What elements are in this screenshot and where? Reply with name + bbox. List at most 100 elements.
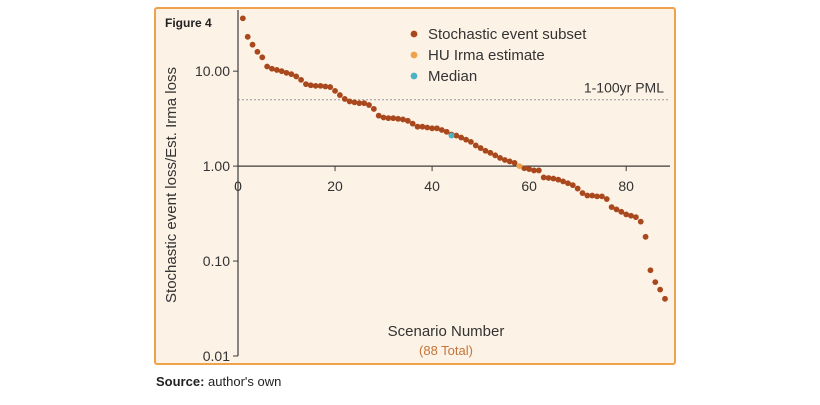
stochastic-event-point [424,124,431,131]
stochastic-event-point [501,157,508,163]
stochastic-event-point [429,125,435,132]
stochastic-event-point [468,138,474,145]
stochastic-event-point [647,267,654,274]
stochastic-event-point [239,15,246,22]
stochastic-event-point [632,214,639,221]
stochastic-event-point [244,33,251,40]
legend-marker [410,72,418,80]
stochastic-event-point [652,279,659,286]
stochastic-event-point [521,165,528,172]
stochastic-event-point [569,182,576,189]
stochastic-event-point [511,160,518,166]
stochastic-event-point [599,193,605,200]
stochastic-event-point [443,128,450,135]
source-text: author's own [208,374,282,389]
y-tick-label: 0.01 [203,348,230,364]
x-tick-label: 40 [424,178,440,194]
stochastic-event-point [312,82,319,89]
stochastic-event-point [390,115,397,122]
stochastic-event-point [506,158,513,165]
stochastic-event-point [628,212,634,219]
stochastic-event-point [497,155,503,161]
stochastic-event-point [526,166,533,173]
stochastic-event-point [545,175,552,181]
stochastic-event-point [477,145,484,151]
stochastic-event-point [535,167,542,174]
stochastic-event-point [259,54,266,61]
stochastic-event-point [254,48,261,55]
stochastic-event-point [637,218,644,225]
stochastic-event-point [482,147,489,154]
stochastic-event-point [472,142,479,149]
stochastic-event-point [332,87,338,94]
x-tick-label: 0 [234,178,242,194]
stochastic-event-point [303,81,309,88]
stochastic-event-point [589,192,596,199]
legend-label: Stochastic event subset [428,26,587,43]
stochastic-event-point [278,68,285,75]
x-tick-label: 60 [521,178,537,194]
y-axis-label: Stochastic event loss/Est. Irma loss [163,67,180,303]
legend-label: Median [428,68,477,85]
stochastic-event-point [434,125,440,132]
stochastic-event-point [288,71,295,78]
stochastic-event-point [618,208,625,215]
stochastic-event-point [453,132,460,139]
stochastic-event-point [380,114,387,121]
stochastic-event-point [395,115,402,122]
stochastic-event-point [584,192,591,199]
stochastic-event-point [327,84,334,90]
y-tick-label: 0.10 [203,253,230,269]
stochastic-event-point [298,76,304,83]
legend-label: HU Irma estimate [428,47,545,64]
stochastic-event-point [370,106,377,112]
stochastic-event-point [458,134,465,141]
legend-marker [410,51,418,59]
stochastic-event-point [307,82,314,89]
stochastic-event-point [419,123,426,130]
stochastic-event-point [642,233,649,240]
stochastic-event-point [579,190,586,196]
stochastic-event-point [356,100,363,107]
stochastic-event-point [623,211,630,218]
stochastic-event-point [550,175,557,182]
x-axis-subtitle: (88 Total) [419,343,473,358]
stochastic-event-point [375,112,382,119]
pml-reference-label: 1-100yr PML [584,80,664,96]
stochastic-event-point [404,117,411,124]
stochastic-event-point [361,100,368,107]
stochastic-event-point [283,69,290,76]
stochastic-event-point [657,286,664,293]
stochastic-event-point [608,204,615,211]
source-note: Source: author's own [156,374,281,389]
stochastic-event-point [438,127,445,133]
stochastic-event-point [249,41,256,48]
x-tick-label: 80 [618,178,634,194]
y-tick-label: 1.00 [203,158,230,174]
source-label: Source: [156,374,205,389]
stochastic-event-point [293,73,300,80]
legend: Stochastic event subset HU Irma estimate M… [410,26,587,85]
stochastic-event-point [269,65,275,72]
stochastic-event-point [531,167,537,174]
stochastic-event-point [574,185,581,192]
stochastic-event-point [560,178,567,185]
figure-label: Figure 4 [165,16,212,30]
irma-estimate-point [516,163,523,170]
stochastic-event-point [603,196,610,202]
stochastic-event-point [273,67,280,73]
stochastic-event-point [414,123,421,130]
y-tick-label: 10.00 [195,63,230,79]
stochastic-event-point [463,136,469,143]
stochastic-event-point [409,120,416,127]
stochastic-event-point [400,116,406,123]
stochastic-event-point [594,193,600,200]
stochastic-event-point [322,83,329,90]
stochastic-event-point [346,98,353,105]
stochastic-event-point [565,180,571,187]
stochastic-event-point [351,99,358,106]
stochastic-event-point [341,96,348,102]
stochastic-event-point [264,63,271,70]
stochastic-event-point [366,102,372,108]
